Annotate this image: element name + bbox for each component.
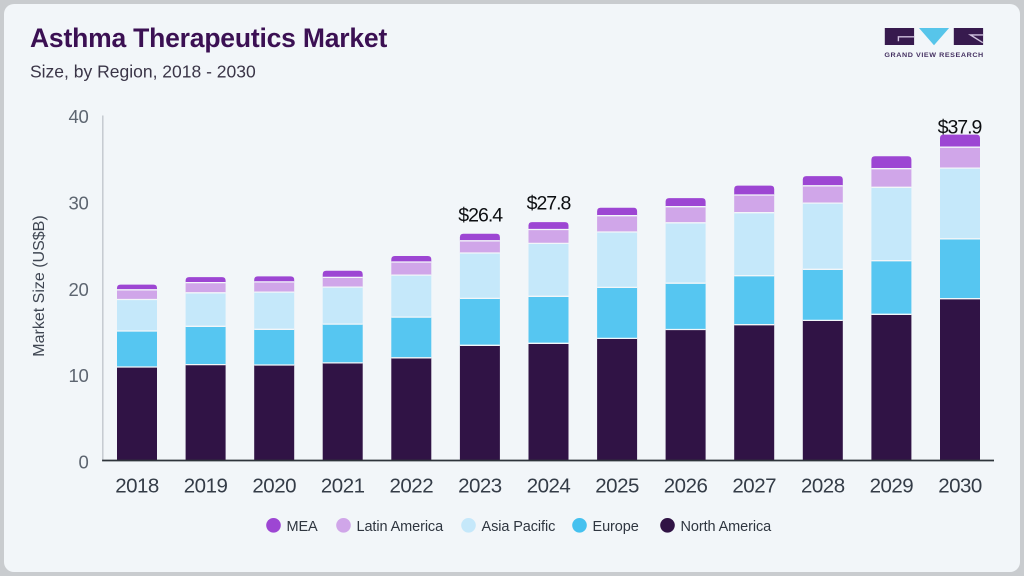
svg-text:North America: North America: [681, 519, 773, 535]
svg-text:Latin America: Latin America: [357, 519, 445, 535]
svg-text:40: 40: [69, 106, 89, 127]
svg-text:2028: 2028: [801, 475, 845, 498]
svg-text:2027: 2027: [732, 475, 776, 498]
svg-text:GRAND VIEW RESEARCH: GRAND VIEW RESEARCH: [884, 52, 983, 59]
svg-text:10: 10: [69, 365, 89, 386]
svg-text:20: 20: [69, 279, 89, 300]
svg-text:2026: 2026: [664, 475, 708, 498]
svg-text:2019: 2019: [184, 475, 228, 498]
svg-text:2025: 2025: [595, 475, 639, 498]
svg-text:Market Size (US$B): Market Size (US$B): [31, 215, 48, 356]
svg-text:$37.9: $37.9: [938, 117, 982, 139]
svg-text:0: 0: [79, 452, 89, 473]
svg-text:2029: 2029: [870, 475, 914, 498]
svg-text:MEA: MEA: [287, 519, 319, 535]
svg-text:2030: 2030: [938, 475, 982, 498]
svg-text:Asia Pacific: Asia Pacific: [482, 519, 556, 535]
svg-text:2021: 2021: [321, 475, 365, 498]
svg-text:Europe: Europe: [593, 519, 639, 535]
svg-text:2023: 2023: [458, 475, 502, 498]
svg-text:Size, by Region, 2018 - 2030: Size, by Region, 2018 - 2030: [30, 62, 256, 82]
svg-text:2024: 2024: [527, 475, 571, 498]
svg-text:2018: 2018: [115, 475, 159, 498]
svg-text:2020: 2020: [252, 475, 296, 498]
svg-text:Asthma Therapeutics Market: Asthma Therapeutics Market: [30, 23, 387, 53]
svg-text:$26.4: $26.4: [458, 205, 503, 227]
svg-text:30: 30: [69, 192, 89, 213]
svg-text:$27.8: $27.8: [527, 193, 571, 215]
svg-text:2022: 2022: [389, 475, 433, 498]
